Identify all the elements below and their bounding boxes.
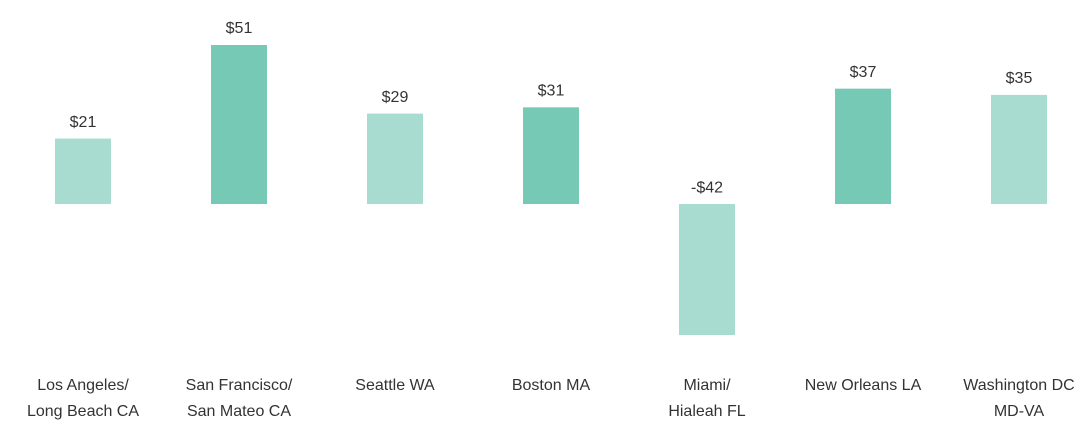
x-tick-label: Los Angeles/ (37, 377, 129, 394)
bar (211, 45, 267, 205)
value-label: -$42 (691, 179, 723, 196)
x-tick-label: Boston MA (512, 377, 591, 394)
x-tick-label: MD-VA (994, 403, 1045, 420)
x-tick-label: Hialeah FL (668, 403, 745, 420)
value-label: $31 (538, 83, 565, 100)
bar (835, 88, 891, 205)
bar (679, 204, 735, 335)
value-label: $51 (226, 20, 253, 37)
value-label: $37 (850, 64, 877, 81)
x-tick-label: Long Beach CA (27, 403, 139, 420)
value-label: $29 (382, 89, 409, 106)
value-label: $35 (1006, 70, 1033, 87)
value-label: $21 (70, 114, 97, 131)
x-tick-label: San Francisco/ (186, 377, 293, 394)
x-tick-label: Washington DC (963, 377, 1074, 394)
x-tick-label: San Mateo CA (187, 403, 291, 420)
bar (523, 107, 579, 205)
bar (55, 138, 111, 205)
x-tick-label: Seattle WA (355, 377, 435, 394)
x-tick-label: Miami/ (683, 377, 731, 394)
bar (367, 113, 423, 205)
x-tick-label: New Orleans LA (805, 377, 922, 394)
bar (991, 94, 1047, 205)
